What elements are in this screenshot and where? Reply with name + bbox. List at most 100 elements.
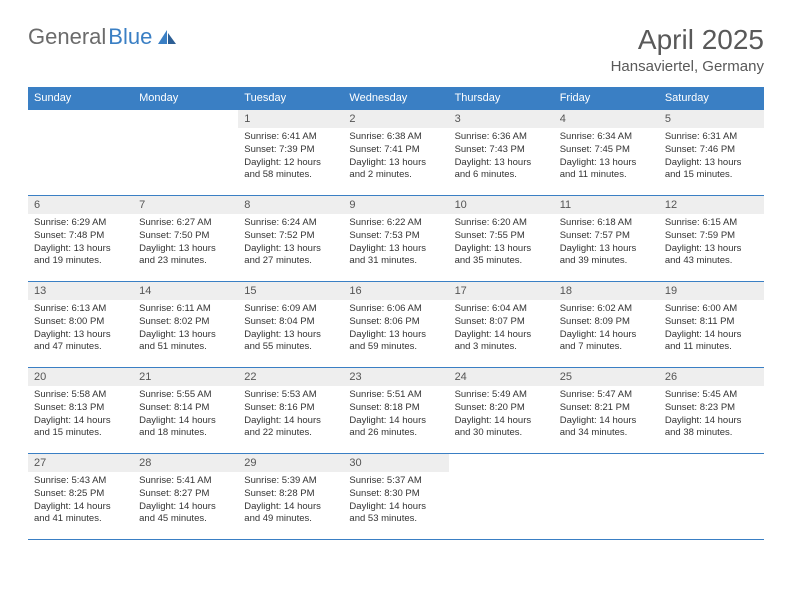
day-details: Sunrise: 5:58 AMSunset: 8:13 PMDaylight:… (28, 386, 133, 444)
day-cell: 2Sunrise: 6:38 AMSunset: 7:41 PMDaylight… (343, 110, 448, 196)
day-number: 9 (343, 196, 448, 214)
daylight-text: Daylight: 14 hours and 53 minutes. (349, 501, 442, 527)
day-cell: 19Sunrise: 6:00 AMSunset: 8:11 PMDayligh… (659, 282, 764, 368)
day-number: 21 (133, 368, 238, 386)
sunset-text: Sunset: 8:20 PM (455, 402, 548, 415)
sunset-text: Sunset: 7:48 PM (34, 230, 127, 243)
day-header-fri: Friday (554, 87, 659, 110)
page-header: GeneralBlue April 2025 Hansaviertel, Ger… (28, 24, 764, 75)
sunrise-text: Sunrise: 6:24 AM (244, 217, 337, 230)
day-details: Sunrise: 5:39 AMSunset: 8:28 PMDaylight:… (238, 472, 343, 530)
day-cell: 20Sunrise: 5:58 AMSunset: 8:13 PMDayligh… (28, 368, 133, 454)
empty-cell (133, 110, 238, 196)
sunset-text: Sunset: 8:27 PM (139, 488, 232, 501)
day-header-row: Sunday Monday Tuesday Wednesday Thursday… (28, 87, 764, 110)
day-header-sun: Sunday (28, 87, 133, 110)
daylight-text: Daylight: 14 hours and 30 minutes. (455, 415, 548, 441)
sunset-text: Sunset: 8:18 PM (349, 402, 442, 415)
sail-icon (156, 28, 178, 46)
day-cell: 21Sunrise: 5:55 AMSunset: 8:14 PMDayligh… (133, 368, 238, 454)
day-number: 5 (659, 110, 764, 128)
day-details: Sunrise: 6:31 AMSunset: 7:46 PMDaylight:… (659, 128, 764, 186)
sunrise-text: Sunrise: 5:58 AM (34, 389, 127, 402)
day-cell: 22Sunrise: 5:53 AMSunset: 8:16 PMDayligh… (238, 368, 343, 454)
sunrise-text: Sunrise: 6:04 AM (455, 303, 548, 316)
day-details: Sunrise: 6:34 AMSunset: 7:45 PMDaylight:… (554, 128, 659, 186)
daylight-text: Daylight: 13 hours and 31 minutes. (349, 243, 442, 269)
sunrise-text: Sunrise: 6:29 AM (34, 217, 127, 230)
day-details: Sunrise: 6:36 AMSunset: 7:43 PMDaylight:… (449, 128, 554, 186)
day-cell: 27Sunrise: 5:43 AMSunset: 8:25 PMDayligh… (28, 454, 133, 540)
day-cell: 24Sunrise: 5:49 AMSunset: 8:20 PMDayligh… (449, 368, 554, 454)
day-number: 7 (133, 196, 238, 214)
logo-text-blue: Blue (108, 24, 152, 50)
logo: GeneralBlue (28, 24, 178, 50)
day-number: 28 (133, 454, 238, 472)
day-number: 20 (28, 368, 133, 386)
sunset-text: Sunset: 8:07 PM (455, 316, 548, 329)
daylight-text: Daylight: 13 hours and 43 minutes. (665, 243, 758, 269)
day-details: Sunrise: 6:06 AMSunset: 8:06 PMDaylight:… (343, 300, 448, 358)
calendar-page: GeneralBlue April 2025 Hansaviertel, Ger… (0, 0, 792, 564)
empty-cell (554, 454, 659, 540)
sunset-text: Sunset: 8:02 PM (139, 316, 232, 329)
day-details: Sunrise: 6:22 AMSunset: 7:53 PMDaylight:… (343, 214, 448, 272)
day-header-thu: Thursday (449, 87, 554, 110)
daylight-text: Daylight: 14 hours and 22 minutes. (244, 415, 337, 441)
sunset-text: Sunset: 8:04 PM (244, 316, 337, 329)
sunset-text: Sunset: 7:52 PM (244, 230, 337, 243)
sunrise-text: Sunrise: 6:00 AM (665, 303, 758, 316)
sunrise-text: Sunrise: 6:31 AM (665, 131, 758, 144)
sunset-text: Sunset: 8:09 PM (560, 316, 653, 329)
day-details: Sunrise: 6:00 AMSunset: 8:11 PMDaylight:… (659, 300, 764, 358)
daylight-text: Daylight: 14 hours and 18 minutes. (139, 415, 232, 441)
logo-text-general: General (28, 24, 106, 50)
daylight-text: Daylight: 14 hours and 41 minutes. (34, 501, 127, 527)
daylight-text: Daylight: 13 hours and 51 minutes. (139, 329, 232, 355)
day-details: Sunrise: 6:15 AMSunset: 7:59 PMDaylight:… (659, 214, 764, 272)
day-cell: 8Sunrise: 6:24 AMSunset: 7:52 PMDaylight… (238, 196, 343, 282)
sunset-text: Sunset: 7:55 PM (455, 230, 548, 243)
sunrise-text: Sunrise: 6:20 AM (455, 217, 548, 230)
daylight-text: Daylight: 13 hours and 11 minutes. (560, 157, 653, 183)
day-cell: 28Sunrise: 5:41 AMSunset: 8:27 PMDayligh… (133, 454, 238, 540)
day-details: Sunrise: 5:49 AMSunset: 8:20 PMDaylight:… (449, 386, 554, 444)
sunrise-text: Sunrise: 5:55 AM (139, 389, 232, 402)
day-cell: 25Sunrise: 5:47 AMSunset: 8:21 PMDayligh… (554, 368, 659, 454)
day-details: Sunrise: 5:43 AMSunset: 8:25 PMDaylight:… (28, 472, 133, 530)
daylight-text: Daylight: 14 hours and 15 minutes. (34, 415, 127, 441)
day-number: 6 (28, 196, 133, 214)
sunset-text: Sunset: 7:41 PM (349, 144, 442, 157)
day-number: 8 (238, 196, 343, 214)
sunrise-text: Sunrise: 6:06 AM (349, 303, 442, 316)
day-cell: 10Sunrise: 6:20 AMSunset: 7:55 PMDayligh… (449, 196, 554, 282)
day-number: 23 (343, 368, 448, 386)
week-row: 1Sunrise: 6:41 AMSunset: 7:39 PMDaylight… (28, 110, 764, 196)
sunset-text: Sunset: 8:25 PM (34, 488, 127, 501)
location-label: Hansaviertel, Germany (611, 58, 764, 75)
day-cell: 11Sunrise: 6:18 AMSunset: 7:57 PMDayligh… (554, 196, 659, 282)
calendar-body: 1Sunrise: 6:41 AMSunset: 7:39 PMDaylight… (28, 110, 764, 540)
daylight-text: Daylight: 14 hours and 49 minutes. (244, 501, 337, 527)
day-details: Sunrise: 5:45 AMSunset: 8:23 PMDaylight:… (659, 386, 764, 444)
day-details: Sunrise: 5:37 AMSunset: 8:30 PMDaylight:… (343, 472, 448, 530)
day-cell: 12Sunrise: 6:15 AMSunset: 7:59 PMDayligh… (659, 196, 764, 282)
day-cell: 15Sunrise: 6:09 AMSunset: 8:04 PMDayligh… (238, 282, 343, 368)
day-details: Sunrise: 6:41 AMSunset: 7:39 PMDaylight:… (238, 128, 343, 186)
day-header-wed: Wednesday (343, 87, 448, 110)
empty-cell (659, 454, 764, 540)
sunrise-text: Sunrise: 5:49 AM (455, 389, 548, 402)
daylight-text: Daylight: 14 hours and 7 minutes. (560, 329, 653, 355)
sunrise-text: Sunrise: 5:43 AM (34, 475, 127, 488)
day-details: Sunrise: 6:24 AMSunset: 7:52 PMDaylight:… (238, 214, 343, 272)
daylight-text: Daylight: 14 hours and 38 minutes. (665, 415, 758, 441)
day-number: 16 (343, 282, 448, 300)
sunrise-text: Sunrise: 6:09 AM (244, 303, 337, 316)
day-number: 19 (659, 282, 764, 300)
day-number: 3 (449, 110, 554, 128)
day-details: Sunrise: 5:55 AMSunset: 8:14 PMDaylight:… (133, 386, 238, 444)
day-details: Sunrise: 6:27 AMSunset: 7:50 PMDaylight:… (133, 214, 238, 272)
sunset-text: Sunset: 7:59 PM (665, 230, 758, 243)
daylight-text: Daylight: 13 hours and 35 minutes. (455, 243, 548, 269)
day-cell: 16Sunrise: 6:06 AMSunset: 8:06 PMDayligh… (343, 282, 448, 368)
